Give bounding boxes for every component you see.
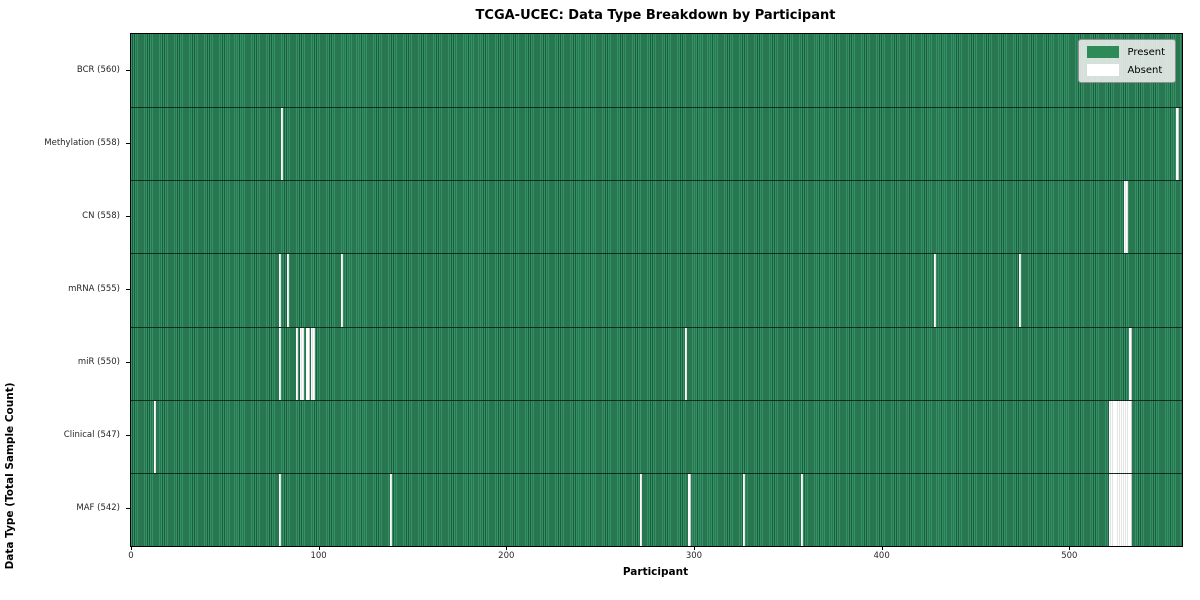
x-tick-label: 200 xyxy=(498,551,515,561)
absent-stripe xyxy=(1120,473,1123,546)
absent-stripe xyxy=(1108,400,1111,473)
x-tick-label: 0 xyxy=(128,551,134,561)
y-tick-label: mRNA (555) xyxy=(68,284,120,294)
x-tick-mark xyxy=(693,546,695,550)
absent-stripe xyxy=(1127,400,1130,473)
x-axis-label: Participant xyxy=(622,566,689,578)
legend-label: Absent xyxy=(1127,64,1163,76)
row-mrna xyxy=(131,253,1182,327)
y-tick-label: Methylation (558) xyxy=(44,137,120,148)
x-tick-label: 100 xyxy=(310,551,327,561)
absent-stripe xyxy=(1114,400,1117,473)
absent-stripe xyxy=(279,254,282,327)
absent-stripe xyxy=(305,327,308,400)
row-cn xyxy=(131,180,1182,254)
absent-stripe xyxy=(307,327,310,400)
y-tick-label: BCR (560) xyxy=(76,64,120,75)
absent-stripe xyxy=(1018,254,1021,327)
absent-stripe xyxy=(1127,473,1130,546)
absent-stripe xyxy=(1118,473,1121,546)
chart-title: TCGA-UCEC: Data Type Breakdown by Partic… xyxy=(475,8,836,23)
y-tick-mark xyxy=(126,69,130,71)
legend: Present Absent xyxy=(1078,39,1176,83)
absent-stripe xyxy=(1129,400,1132,473)
y-tick-label: miR (550) xyxy=(77,357,120,368)
absent-stripe xyxy=(1121,473,1125,546)
absent-stripe xyxy=(688,473,691,546)
absent-stripe xyxy=(299,327,303,400)
legend-swatch-present xyxy=(1087,46,1120,58)
absent-stripe xyxy=(1110,473,1113,546)
plot-area: Present Absent xyxy=(130,33,1183,547)
absent-stripe xyxy=(153,400,156,473)
absent-stripe xyxy=(1129,327,1132,400)
absent-stripe xyxy=(742,473,745,546)
absent-stripe xyxy=(1118,400,1121,473)
row-methylation xyxy=(131,107,1182,181)
y-tick-label: Clinical (547) xyxy=(63,430,120,441)
y-tick-label: MAF (542) xyxy=(76,503,120,514)
absent-stripe xyxy=(801,473,804,546)
row-clinical xyxy=(131,399,1182,473)
absent-stripe xyxy=(389,473,393,546)
absent-stripe xyxy=(311,327,314,400)
legend-swatch-absent xyxy=(1087,64,1120,76)
absent-stripe xyxy=(279,327,282,400)
absent-stripe xyxy=(1123,400,1126,473)
absent-stripe xyxy=(341,254,344,327)
y-tick-mark xyxy=(126,362,130,364)
legend-item-present: Present xyxy=(1087,46,1165,58)
y-tick-label: CN (558) xyxy=(82,210,120,221)
absent-stripe xyxy=(1116,400,1119,473)
x-tick-label: 300 xyxy=(685,551,703,561)
absent-stripe xyxy=(1125,181,1128,254)
x-tick-mark xyxy=(1069,546,1071,550)
absent-stripe xyxy=(1114,473,1117,546)
legend-label: Present xyxy=(1127,46,1165,58)
y-tick-mark xyxy=(126,435,130,437)
absent-stripe xyxy=(1112,400,1115,473)
absent-stripe xyxy=(1123,473,1126,546)
absent-stripe xyxy=(934,254,937,327)
y-tick-mark xyxy=(126,508,130,510)
absent-stripe xyxy=(1120,400,1123,473)
absent-stripe xyxy=(301,327,304,400)
row-mir xyxy=(131,326,1182,400)
absent-stripe xyxy=(1176,108,1179,181)
absent-stripe xyxy=(296,327,299,400)
absent-stripe xyxy=(1112,473,1115,546)
absent-stripe xyxy=(279,473,282,546)
x-tick-mark xyxy=(130,546,132,550)
y-tick-mark xyxy=(126,215,130,217)
row-maf xyxy=(131,472,1182,546)
x-tick-mark xyxy=(881,546,883,550)
absent-stripe xyxy=(639,473,642,546)
x-tick-label: 400 xyxy=(873,551,890,561)
x-tick-mark xyxy=(506,546,508,550)
x-tick-label: 500 xyxy=(1061,551,1078,561)
y-tick-mark xyxy=(126,142,130,144)
x-tick-mark xyxy=(318,546,320,550)
legend-item-absent: Absent xyxy=(1087,64,1165,76)
absent-stripe xyxy=(286,254,289,327)
absent-stripe xyxy=(1116,473,1119,546)
absent-stripe xyxy=(281,108,284,181)
y-axis-label: Data Type (Total Sample Count) xyxy=(4,382,16,570)
y-tick-mark xyxy=(126,289,130,290)
absent-stripe xyxy=(1129,473,1132,546)
absent-stripe xyxy=(1125,473,1128,546)
absent-stripe xyxy=(1121,400,1125,473)
absent-stripe xyxy=(1110,400,1113,473)
absent-stripe xyxy=(684,327,687,400)
row-bcr xyxy=(131,34,1182,107)
absent-stripe xyxy=(1108,473,1111,546)
absent-stripe xyxy=(1125,400,1128,473)
absent-stripe xyxy=(1123,181,1126,254)
absent-stripe xyxy=(313,327,316,400)
